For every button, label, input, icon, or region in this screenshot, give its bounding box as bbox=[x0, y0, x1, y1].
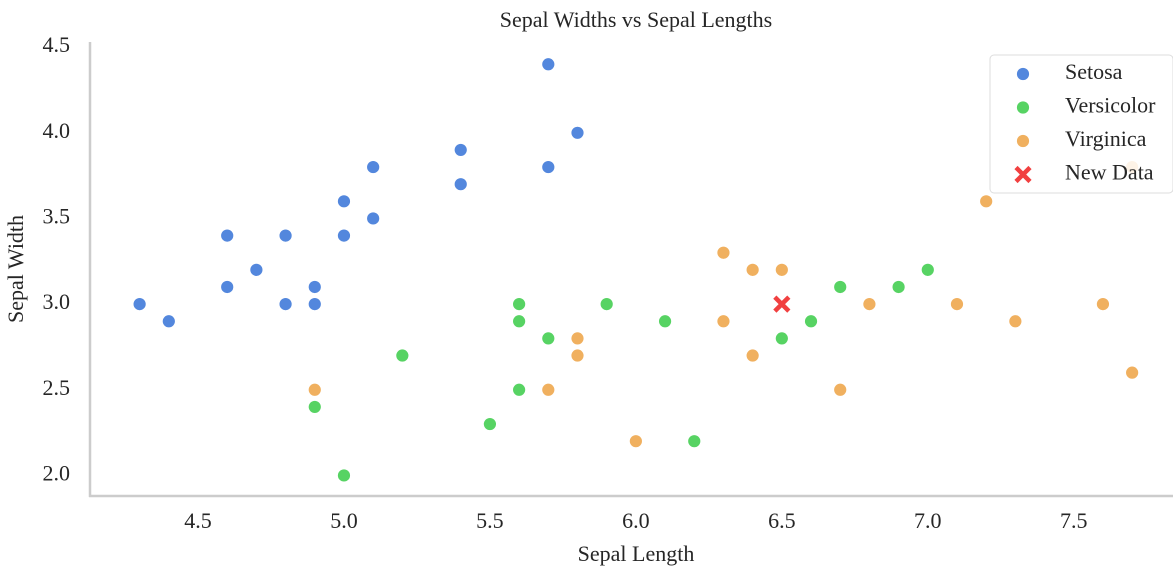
point bbox=[453, 177, 468, 192]
point bbox=[541, 331, 556, 346]
point bbox=[745, 348, 760, 363]
x-tick-label: 4.5 bbox=[184, 508, 212, 533]
point bbox=[541, 160, 556, 174]
point bbox=[307, 280, 322, 294]
x-tick-label: 6.0 bbox=[622, 508, 650, 533]
point bbox=[337, 468, 351, 483]
point bbox=[920, 262, 935, 277]
legend-label: New Data bbox=[1065, 160, 1154, 185]
point bbox=[249, 262, 264, 277]
point bbox=[862, 297, 877, 312]
legend-marker bbox=[1016, 134, 1030, 148]
point bbox=[774, 331, 789, 346]
legend-marker bbox=[1016, 100, 1030, 115]
point bbox=[366, 211, 381, 226]
point-stroke bbox=[773, 295, 791, 313]
point bbox=[833, 280, 848, 294]
point bbox=[161, 314, 176, 329]
point bbox=[1125, 365, 1140, 380]
point bbox=[307, 382, 322, 397]
x-tick-label: 6.5 bbox=[768, 508, 796, 533]
point bbox=[833, 382, 848, 397]
point bbox=[220, 280, 235, 294]
point bbox=[716, 314, 731, 329]
point bbox=[132, 297, 147, 312]
legend-box bbox=[989, 54, 1173, 194]
y-tick-label: 2.0 bbox=[43, 460, 71, 485]
x-tick-label: 7.0 bbox=[914, 508, 942, 533]
point bbox=[891, 280, 906, 294]
point bbox=[950, 297, 964, 312]
legend-label: Setosa bbox=[1065, 59, 1123, 84]
point bbox=[979, 194, 994, 209]
point bbox=[1008, 314, 1023, 329]
legend-marker bbox=[1016, 67, 1030, 81]
point bbox=[570, 125, 585, 140]
y-tick-label: 4.0 bbox=[43, 118, 71, 143]
point bbox=[804, 314, 818, 329]
legend-marker-stroke bbox=[1014, 165, 1032, 184]
point bbox=[773, 295, 791, 313]
point bbox=[278, 228, 293, 243]
point bbox=[512, 297, 527, 312]
point bbox=[1096, 297, 1110, 312]
point bbox=[570, 331, 585, 346]
point bbox=[512, 314, 527, 329]
point bbox=[453, 143, 468, 157]
point bbox=[483, 417, 497, 431]
point bbox=[307, 400, 322, 414]
point bbox=[307, 297, 322, 312]
y-axis-label: Sepal Width bbox=[3, 215, 28, 323]
point bbox=[278, 297, 293, 312]
x-tick-label: 7.5 bbox=[1060, 508, 1088, 533]
y-tick-label: 2.5 bbox=[43, 375, 71, 400]
x-tick-label: 5.0 bbox=[330, 508, 358, 533]
point bbox=[745, 262, 760, 277]
point bbox=[774, 262, 789, 277]
point bbox=[337, 228, 351, 243]
y-tick-label: 3.5 bbox=[43, 204, 71, 229]
point bbox=[220, 228, 235, 243]
legend-label: Virginica bbox=[1065, 126, 1147, 151]
point bbox=[395, 348, 410, 363]
point bbox=[599, 297, 614, 312]
point bbox=[512, 382, 527, 397]
chart-title: Sepal Widths vs Sepal Lengths bbox=[500, 7, 772, 32]
point bbox=[628, 434, 643, 449]
point bbox=[541, 382, 556, 397]
x-tick-label: 5.5 bbox=[476, 508, 504, 533]
point bbox=[541, 57, 556, 72]
y-tick-label: 4.5 bbox=[43, 32, 71, 57]
point bbox=[687, 434, 702, 449]
legend-label: Versicolor bbox=[1065, 93, 1156, 118]
legend-marker bbox=[1014, 165, 1032, 184]
point bbox=[570, 348, 585, 363]
point bbox=[716, 245, 731, 260]
x-axis-label: Sepal Length bbox=[578, 541, 695, 566]
point bbox=[366, 160, 381, 174]
point bbox=[658, 314, 672, 329]
point bbox=[337, 194, 351, 209]
y-tick-label: 3.0 bbox=[43, 289, 71, 314]
